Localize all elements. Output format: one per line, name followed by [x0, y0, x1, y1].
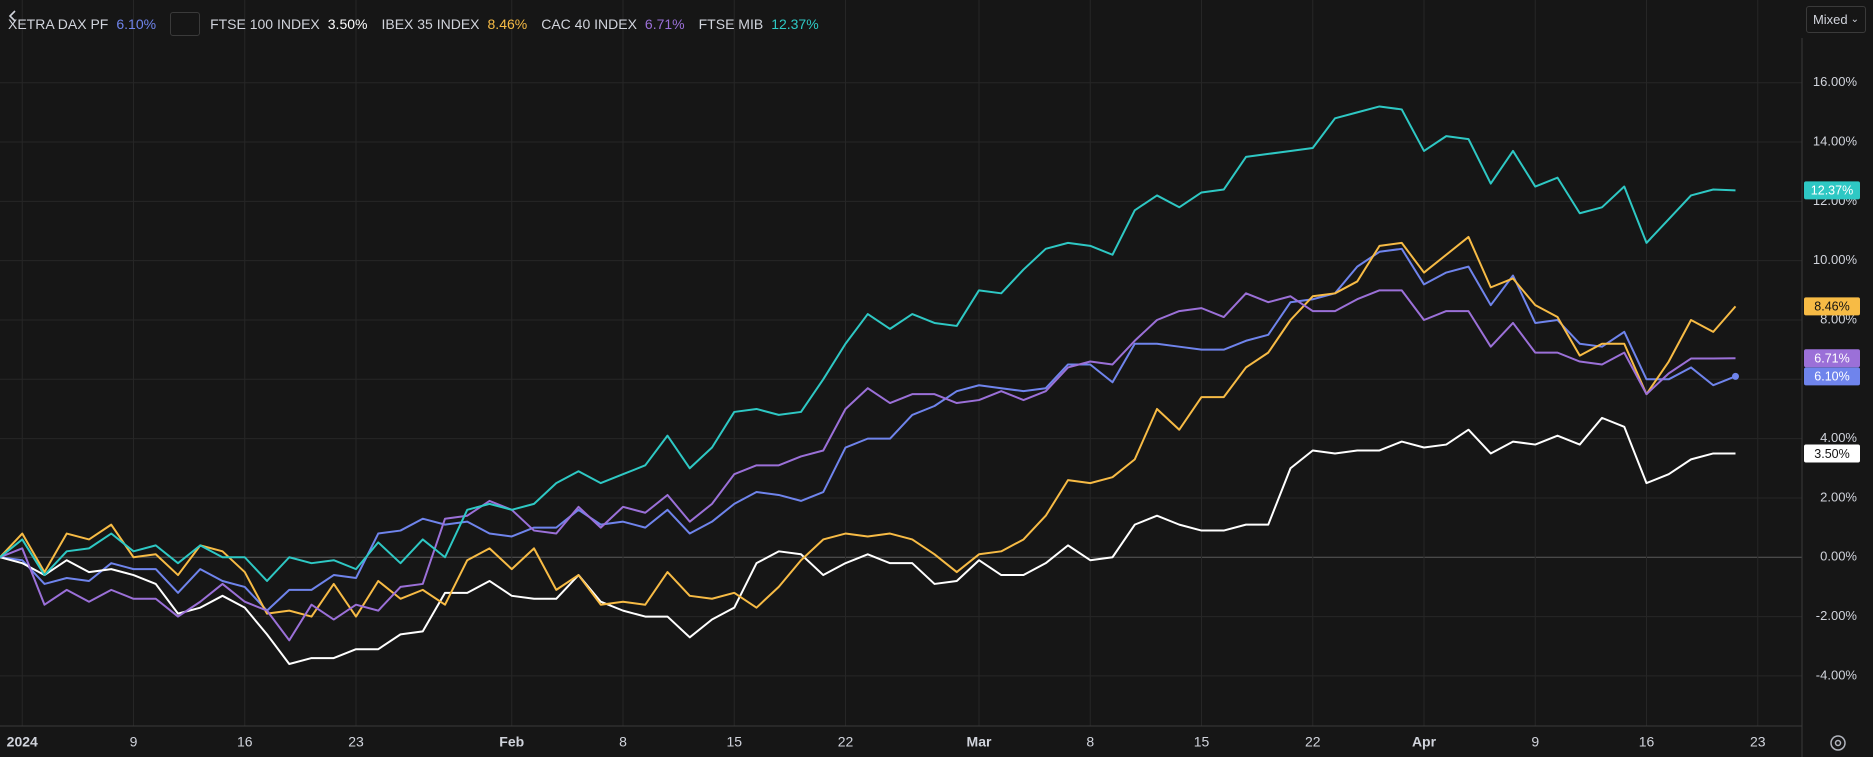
price-badge-label: 12.37% — [1811, 184, 1853, 198]
series-line — [0, 416, 1736, 666]
series-line — [0, 105, 1736, 582]
series-line — [0, 289, 1736, 642]
price-badge-label: 8.46% — [1814, 300, 1849, 314]
collapse-button[interactable] — [8, 10, 201, 36]
grid — [0, 0, 1802, 726]
price-badge-bg — [1804, 367, 1860, 386]
legend-name: CAC 40 INDEX — [541, 16, 637, 32]
last-point — [1732, 372, 1739, 380]
legend-value: 6.10% — [116, 16, 157, 32]
legend-name: FTSE MIB — [698, 16, 764, 32]
chevron-left — [8, 10, 16, 22]
x-tick-label: 8 — [1086, 734, 1094, 750]
y-tick-label: -4.00% — [1816, 667, 1858, 682]
price-badge-bg — [1804, 181, 1860, 200]
x-tick-label: 23 — [1750, 734, 1766, 750]
y-tick-label: 16.00% — [1813, 74, 1858, 89]
scale-mode: Mixed — [1812, 12, 1848, 27]
x-tick-label: 22 — [838, 734, 854, 750]
x-tick-label: 2024 — [7, 734, 38, 750]
x-tick-label: Feb — [499, 734, 524, 750]
price-badge: 6.10% — [1804, 367, 1860, 386]
price-badge-bg — [1804, 297, 1860, 316]
x-tick-label: 8 — [619, 734, 627, 750]
legend-name: FTSE 100 INDEX — [210, 16, 320, 32]
price-badge: 12.37% — [1804, 181, 1860, 200]
price-badge-label: 6.10% — [1814, 370, 1849, 384]
settings-gear — [1830, 735, 1846, 751]
x-tick-label: 16 — [1639, 734, 1655, 750]
legend-name: IBEX 35 INDEX — [381, 16, 480, 32]
x-tick-label: Apr — [1412, 734, 1437, 750]
x-tick-label: Mar — [967, 734, 992, 750]
legend-item[interactable]: XETRA DAX PF 6.10% — [8, 16, 156, 32]
y-tick-label: 10.00% — [1813, 252, 1858, 267]
price-badge: 6.71% — [1804, 349, 1860, 368]
y-tick-label: -2.00% — [1816, 608, 1858, 623]
x-tick-label: 15 — [726, 734, 742, 750]
series-line — [0, 235, 1737, 618]
price-badge-bg — [1804, 444, 1860, 463]
x-tick-label: 16 — [237, 734, 253, 750]
series-lines — [0, 105, 1739, 666]
series-line — [0, 247, 1736, 612]
price-badge-label: 3.50% — [1814, 447, 1849, 461]
legend: XETRA DAX PF 6.10% FTSE 100 INDEX 3.50% IBEX… — [8, 10, 833, 38]
y-tick-label: 0.00% — [1820, 549, 1857, 564]
x-tick-label: 9 — [130, 734, 138, 750]
settings-icon[interactable] — [1830, 735, 1846, 751]
y-tick-label: 4.00% — [1820, 430, 1857, 445]
legend-value: 12.37% — [771, 16, 819, 32]
legend-value: 8.46% — [487, 16, 528, 32]
price-badge: 3.50% — [1804, 444, 1860, 463]
legend-item[interactable]: IBEX 35 INDEX 8.46% — [381, 16, 527, 32]
legend-name: XETRA DAX PF — [8, 16, 109, 32]
legend-item[interactable]: FTSE 100 INDEX 3.50% — [210, 16, 367, 32]
legend-value: 3.50% — [327, 16, 368, 32]
dropdown-chevron: ⌄ — [1850, 14, 1860, 25]
x-tick-label: 23 — [348, 734, 364, 750]
price-badge-bg — [1804, 349, 1860, 368]
price-badge-label: 6.71% — [1814, 352, 1849, 366]
chevron-path — [8, 10, 16, 22]
x-tick-label: 9 — [1531, 734, 1539, 750]
price-badge: 8.46% — [1804, 297, 1860, 316]
settings-gear-hub — [1834, 739, 1842, 747]
x-tick-label: 15 — [1194, 734, 1210, 750]
legend-item[interactable]: CAC 40 INDEX 6.71% — [541, 16, 684, 32]
x-tick-label: 22 — [1305, 734, 1321, 750]
axes: -4.00%-2.00%0.00%2.00%4.00%6.00%8.00%10.… — [7, 74, 1860, 750]
y-tick-label: 2.00% — [1820, 489, 1857, 504]
scale-mode-button[interactable]: Mixed ⌄ — [1806, 6, 1866, 33]
legend-value: 6.71% — [644, 16, 685, 32]
y-tick-label: 14.00% — [1813, 133, 1858, 148]
legend-item[interactable]: FTSE MIB 12.37% — [699, 16, 819, 32]
